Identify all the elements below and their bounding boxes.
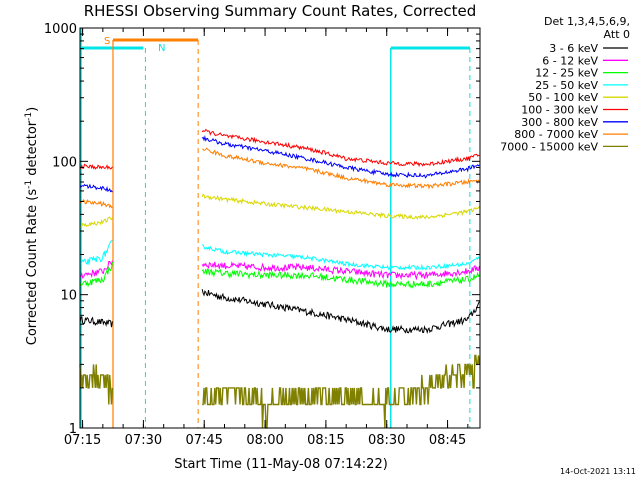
y-tick-label: 1 [69,422,77,437]
legend-label: 3 - 6 keV [549,42,598,55]
legend-label: 100 - 300 keV [521,104,598,117]
series-trace [202,244,480,271]
series-trace [201,267,480,289]
series-7000_15000keV [79,354,481,429]
legend-label: 7000 - 15000 keV [500,140,598,153]
series-300_800keV [79,134,480,193]
footer-date: 14-Oct-2021 13:11 [560,467,636,476]
x-tick-label: 07:45 [185,433,222,448]
series-trace [201,289,480,335]
series-trace [79,364,114,405]
series-trace [79,183,113,193]
series-800_7000keV [79,147,480,209]
legend-label: 6 - 12 keV [542,54,598,67]
legend-label: 800 - 7000 keV [514,128,598,141]
x-tick-label: 07:15 [64,433,101,448]
night-marker-label: N [158,43,165,54]
night-intervals [80,28,471,428]
series-25_50keV [79,239,480,271]
series-3_6keV [79,289,480,335]
series-12_25keV [79,261,480,289]
series-trace [201,260,480,281]
series-trace [202,147,480,190]
series-trace [79,216,113,228]
saa-intervals [112,38,199,428]
legend-label: 25 - 50 keV [535,79,598,92]
series-100_300keV [79,128,480,171]
chart-title: RHESSI Observing Summary Count Rates, Co… [84,2,477,20]
series-50_100keV [79,193,480,228]
y-tick-label: 10 [60,289,77,304]
x-axis-label: Start Time (11-May-08 07:14:22) [174,457,388,472]
legend-header-attenuator: Att 0 [604,28,630,41]
series-trace [79,198,113,209]
series-trace [79,260,113,279]
legend-label: 50 - 100 keV [528,91,598,104]
series-trace [79,239,113,265]
legend-header-detectors: Det 1,3,4,5,6,9, [544,15,630,28]
plot-frame [79,27,481,429]
x-tick-label: 08:00 [246,433,283,448]
x-tick-label: 08:15 [307,433,344,448]
series-trace [202,354,481,429]
axes: 07:15 07:30 07:45 08:00 08:15 08:30 08:45 1 10 10… [44,22,481,448]
y-axis-label: Corrected Count Rate (s-1 detector-1) [24,107,40,345]
x-tick-label: 08:30 [368,433,405,448]
series-trace [79,315,113,328]
series-6_12keV [79,260,480,281]
y-tick-label: 100 [52,155,77,170]
series-trace [79,163,113,171]
legend-label: 12 - 25 keV [535,67,598,80]
x-tick-label: 07:30 [125,433,162,448]
x-tick-label: 08:45 [429,433,466,448]
series-trace [201,193,480,220]
legend-label: 300 - 800 keV [521,116,598,129]
saa-marker-label: S [104,36,110,47]
series-trace [201,128,480,168]
series-group [79,128,481,429]
series-trace [201,134,480,179]
series-trace [79,261,113,288]
y-tick-label: 1000 [44,22,77,37]
